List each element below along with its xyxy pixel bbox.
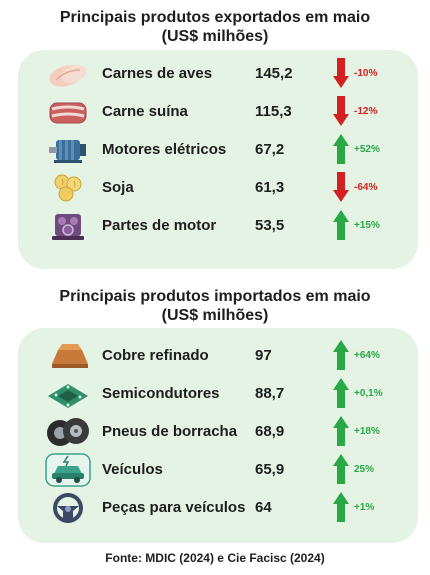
source-note: Fonte: MDIC (2024) e Cie Facisc (2024) — [105, 551, 325, 565]
electric-car-icon — [44, 452, 92, 488]
exports-title-line2: (US$ milhões) — [161, 28, 269, 45]
change-percent: +0,1% — [354, 388, 383, 399]
copper-ingot-icon — [44, 338, 92, 374]
semiconductor-chip-icon — [44, 376, 92, 412]
imports-title: Principais produtos importados em maio (… — [0, 287, 430, 325]
chicken-meat-icon — [44, 56, 92, 92]
change-percent: +18% — [354, 426, 380, 437]
product-name: Veículos — [102, 461, 163, 478]
change-percent: +52% — [354, 144, 380, 155]
up-arrow-icon — [333, 340, 349, 370]
up-arrow-icon — [333, 210, 349, 240]
change-percent: -12% — [354, 106, 378, 117]
product-name: Partes de motor — [102, 217, 217, 234]
up-arrow-icon — [333, 454, 349, 484]
product-name: Pneus de borracha — [102, 423, 238, 440]
steering-wheel-icon — [44, 490, 92, 526]
product-value: 67,2 — [255, 141, 285, 158]
product-value: 97 — [255, 347, 272, 364]
imports-title-line1: Principais produtos importados em maio — [59, 288, 371, 305]
product-value: 65,9 — [255, 461, 285, 478]
rubber-tires-icon — [44, 414, 92, 450]
up-arrow-icon — [333, 416, 349, 446]
imports-title-line2: (US$ milhões) — [161, 307, 269, 324]
list-item: Peças para veículos 64 +1% — [18, 490, 418, 526]
product-name: Carne suína — [102, 103, 188, 120]
down-arrow-icon — [333, 172, 349, 202]
change-percent: +64% — [354, 350, 380, 361]
exports-title-line1: Principais produtos exportados em maio — [59, 9, 371, 26]
up-arrow-icon — [333, 492, 349, 522]
product-value: 61,3 — [255, 179, 285, 196]
product-value: 64 — [255, 499, 272, 516]
list-item: Soja 61,3 -64% — [18, 170, 418, 206]
down-arrow-icon — [333, 58, 349, 88]
list-item: Carne suína 115,3 -12% — [18, 94, 418, 130]
down-arrow-icon — [333, 96, 349, 126]
exports-title: Principais produtos exportados em maio (… — [0, 8, 430, 46]
up-arrow-icon — [333, 134, 349, 164]
list-item: Motores elétricos 67,2 +52% — [18, 132, 418, 168]
product-value: 68,9 — [255, 423, 285, 440]
list-item: Carnes de aves 145,2 -10% — [18, 56, 418, 92]
electric-motor-icon — [44, 132, 92, 168]
change-percent: -64% — [354, 182, 378, 193]
product-value: 88,7 — [255, 385, 285, 402]
product-value: 115,3 — [255, 103, 292, 120]
list-item: Semicondutores 88,7 +0,1% — [18, 376, 418, 412]
list-item: Veículos 65,9 25% — [18, 452, 418, 488]
product-name: Carnes de aves — [102, 65, 213, 82]
product-name: Soja — [102, 179, 134, 196]
product-value: 145,2 — [255, 65, 293, 82]
up-arrow-icon — [333, 378, 349, 408]
change-percent: 25% — [354, 464, 375, 475]
change-percent: -10% — [354, 68, 378, 79]
list-item: Partes de motor 53,5 +15% — [18, 208, 418, 244]
change-percent: +15% — [354, 220, 380, 231]
list-item: Pneus de borracha 68,9 +18% — [18, 414, 418, 450]
soybean-icon — [44, 170, 92, 206]
exports-panel: Carnes de aves 145,2 -10% Carne suína 11… — [18, 50, 418, 269]
product-value: 53,5 — [255, 217, 285, 234]
engine-part-icon — [44, 208, 92, 244]
pork-meat-icon — [44, 94, 92, 130]
product-name: Cobre refinado — [102, 347, 209, 364]
change-percent: +1% — [354, 502, 375, 513]
list-item: Cobre refinado 97 +64% — [18, 338, 418, 374]
product-name: Motores elétricos — [102, 141, 227, 158]
product-name: Peças para veículos — [102, 499, 246, 516]
product-name: Semicondutores — [102, 385, 220, 402]
imports-panel: Cobre refinado 97 +64% Semicondutores 88… — [18, 328, 418, 543]
